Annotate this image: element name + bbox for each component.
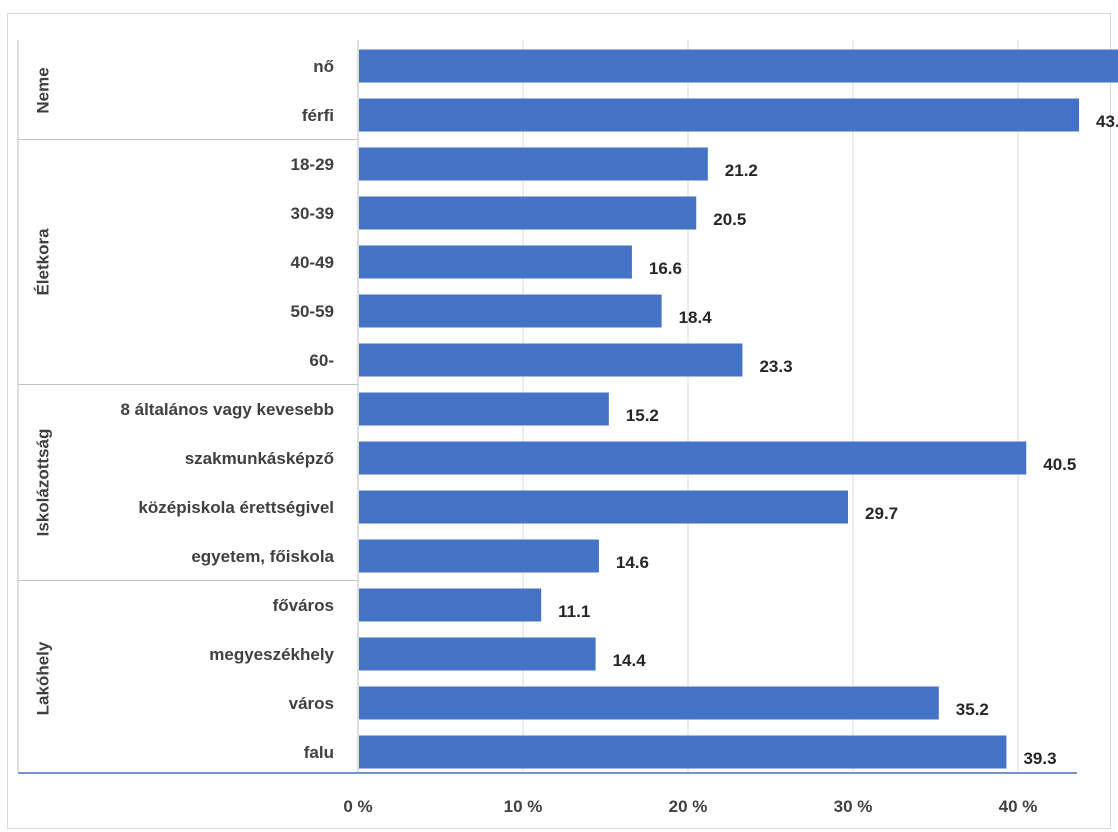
bar: [359, 98, 1080, 132]
data-labels: 56.343.721.220.516.618.423.315.240.529.7…: [558, 112, 1118, 768]
data-label: 11.1: [558, 602, 590, 621]
category-label: 8 általános vagy kevesebb: [120, 400, 334, 419]
data-label: 15.2: [626, 406, 659, 425]
bar: [359, 686, 939, 720]
category-label: egyetem, főiskola: [191, 547, 334, 566]
bar: [359, 245, 632, 279]
x-tick-label: 10 %: [504, 797, 543, 816]
category-label: 30-39: [291, 204, 334, 223]
category-label: 40-49: [291, 253, 334, 272]
bar: [359, 588, 542, 622]
category-label: 18-29: [291, 155, 334, 174]
data-label: 23.3: [759, 357, 792, 376]
group-label: Neme: [33, 67, 52, 113]
category-label: főváros: [273, 596, 334, 615]
bar: [359, 637, 596, 671]
data-label: 16.6: [649, 259, 682, 278]
category-label: 50-59: [291, 302, 334, 321]
data-label: 29.7: [865, 504, 898, 523]
data-label: 20.5: [713, 210, 746, 229]
bar: [359, 49, 1118, 83]
data-label: 14.4: [613, 651, 647, 670]
x-tick-label: 40 %: [999, 797, 1038, 816]
data-label: 14.6: [616, 553, 649, 572]
group-label: Lakóhely: [33, 641, 52, 715]
data-label: 40.5: [1043, 455, 1076, 474]
x-tick-label: 0 %: [343, 797, 372, 816]
bar: [359, 147, 708, 181]
group-label: Életkora: [33, 228, 52, 296]
bar: [359, 392, 609, 426]
category-label: város: [289, 694, 334, 713]
category-label: falu: [304, 743, 334, 762]
category-label: megyeszékhely: [209, 645, 334, 664]
x-tick-label: 30 %: [834, 797, 873, 816]
category-label: férfi: [302, 106, 334, 125]
bar: [359, 441, 1027, 475]
bars: [359, 49, 1118, 769]
bar: [359, 490, 849, 524]
bar: [359, 539, 599, 573]
data-label: 18.4: [679, 308, 713, 327]
group-labels: Neme Életkora Iskolázottság Lakóhely: [33, 67, 52, 715]
data-label: 43.7: [1096, 112, 1118, 131]
category-label: 60-: [309, 351, 334, 370]
x-tick-label: 20 %: [669, 797, 708, 816]
data-label: 21.2: [725, 161, 758, 180]
bar: [359, 343, 743, 377]
x-axis-ticks: 0 %10 %20 %30 %40 %50 %60 %: [343, 797, 1038, 816]
category-labels: nő férfi 18-29 30-39 40-49 50-59 60- 8 általáno…: [120, 57, 334, 762]
category-label: nő: [313, 57, 334, 76]
bar: [359, 294, 662, 328]
bar: [359, 735, 1007, 769]
bar: [359, 196, 697, 230]
data-label: 39.3: [1023, 749, 1056, 768]
category-label: középiskola érettségivel: [138, 498, 334, 517]
data-label: 35.2: [956, 700, 989, 719]
group-label: Iskolázottság: [33, 429, 52, 537]
category-label: szakmunkásképző: [185, 449, 334, 468]
